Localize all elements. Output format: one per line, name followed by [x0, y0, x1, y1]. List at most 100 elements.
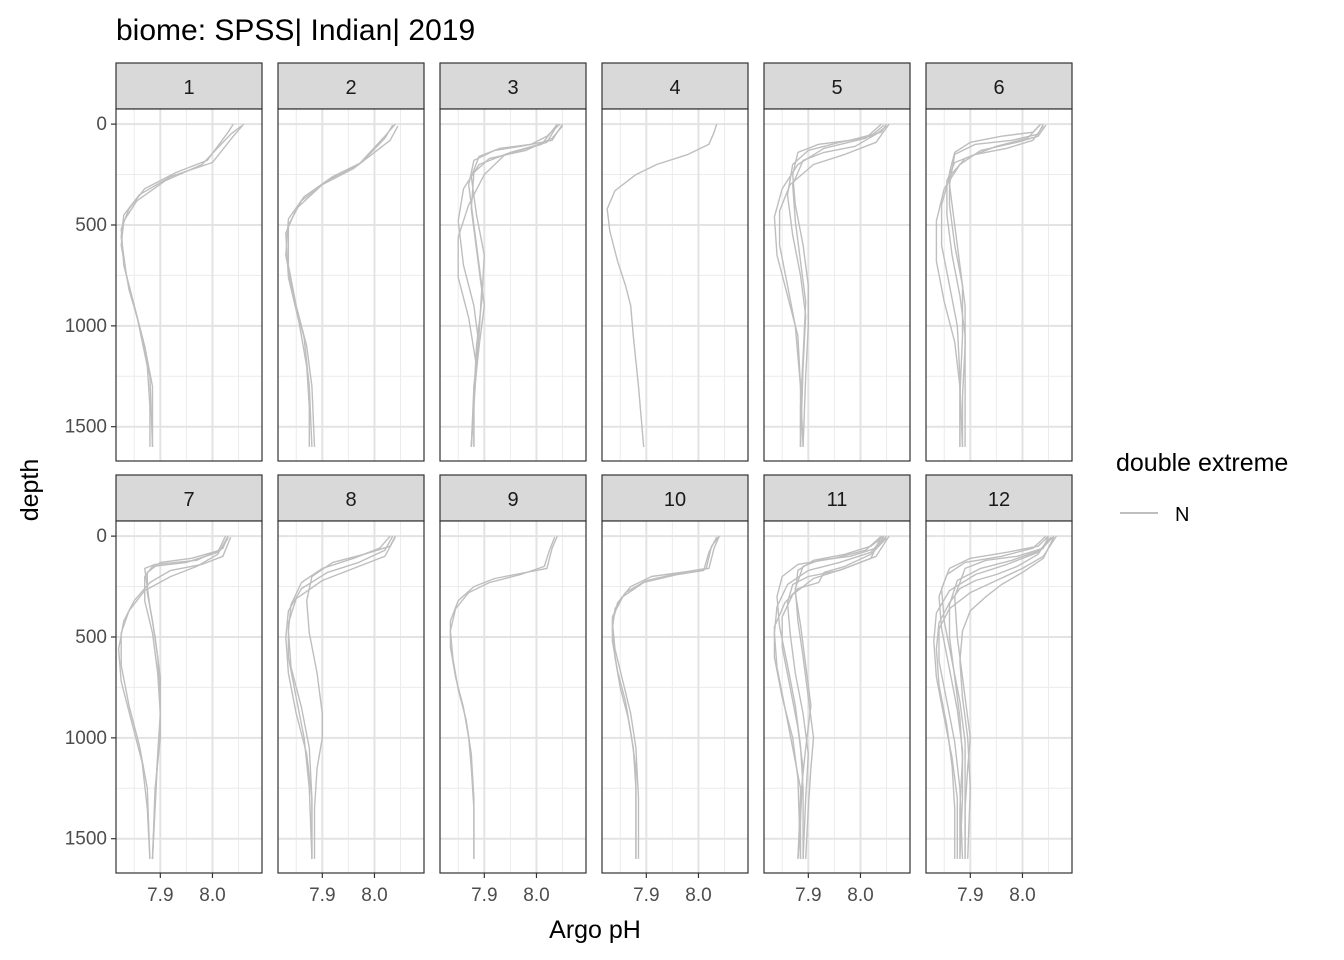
panel-border	[439, 108, 587, 462]
facet-strip-label: 10	[664, 489, 686, 511]
series-line	[287, 535, 391, 859]
facet-panel: 5	[763, 62, 911, 462]
series-line	[120, 125, 242, 447]
panel-border	[115, 520, 263, 874]
facet-strip-label: 11	[827, 489, 848, 511]
x-tick-label: 7.9	[795, 885, 821, 906]
y-tick-label: 0	[96, 114, 107, 135]
facet-strip	[925, 474, 1073, 522]
series-line	[287, 536, 396, 859]
series-line	[940, 123, 1042, 447]
axes: 0 500 1000 1500 0 500 1000 1500 7.9 8.0 7.9 8.0 7.9 8…	[65, 114, 1036, 906]
facet-panel: 8	[277, 474, 425, 874]
panel-border	[115, 108, 263, 462]
y-tick-label: 1500	[65, 417, 107, 438]
series-line	[120, 535, 229, 859]
series-line	[954, 535, 1050, 859]
x-tick-label: 8.0	[1009, 885, 1035, 906]
facet-strip-label: 7	[183, 489, 194, 511]
facet-panel: 2	[277, 62, 425, 462]
series-line	[457, 124, 558, 447]
panel-border	[925, 108, 1073, 462]
y-axis-label: depth	[16, 459, 44, 522]
series-line	[285, 535, 394, 859]
panel-background	[278, 521, 424, 873]
facet-strip	[439, 62, 587, 110]
facet-strip-label: 8	[345, 489, 356, 511]
legend-entry-label: N	[1175, 504, 1189, 526]
facet-strip-label: 6	[993, 77, 1004, 99]
facet-panel: 4	[601, 62, 749, 462]
panel-background	[278, 109, 424, 461]
series-line	[794, 535, 885, 859]
panel-background	[440, 109, 586, 461]
facet-panel: 10	[601, 474, 749, 874]
series-line	[773, 123, 882, 447]
series-line	[948, 123, 1042, 447]
panel-background	[116, 521, 262, 873]
facet-strip	[439, 474, 587, 522]
panel-border	[439, 520, 587, 874]
series-line	[786, 535, 882, 859]
panel-background	[926, 109, 1072, 461]
x-tick-label: 7.9	[633, 885, 659, 906]
facet-panel: 9	[439, 474, 587, 874]
x-tick-label: 7.9	[471, 885, 497, 906]
y-tick-label: 1000	[65, 316, 107, 337]
facet-strip	[601, 474, 749, 522]
x-tick-label: 7.9	[957, 885, 983, 906]
series-line	[959, 536, 1055, 859]
series-line	[792, 125, 887, 447]
panel-background	[440, 521, 586, 873]
y-tick-label: 500	[75, 215, 107, 236]
panel-border	[601, 520, 749, 874]
series-line	[933, 536, 1052, 859]
facet-panel: 12	[925, 474, 1073, 874]
panel-background	[116, 109, 262, 461]
x-tick-label: 7.9	[309, 885, 335, 906]
facet-strip-label: 1	[183, 77, 194, 99]
facet-panel: 3	[439, 62, 587, 462]
x-tick-label: 8.0	[523, 885, 549, 906]
series-line	[940, 535, 1049, 859]
series-line	[773, 537, 888, 859]
series-line	[285, 124, 394, 447]
x-tick-label: 8.0	[847, 885, 873, 906]
facet-panel: 1	[115, 62, 263, 462]
series-line	[776, 535, 882, 859]
facet-strip	[115, 474, 263, 522]
facet-strip	[115, 62, 263, 110]
facet-strip-label: 12	[988, 489, 1010, 511]
facet-strip-label: 2	[345, 77, 356, 99]
chart-title: biome: SPSS| Indian| 2019	[116, 14, 475, 47]
series-line	[606, 123, 718, 447]
panel-border	[763, 108, 911, 462]
y-tick-label: 1500	[65, 829, 107, 850]
facet-strip	[277, 474, 425, 522]
facet-strip	[763, 474, 911, 522]
series-line	[946, 125, 1044, 447]
y-tick-label: 500	[75, 627, 107, 648]
panel-border	[925, 520, 1073, 874]
panel-border	[601, 108, 749, 462]
panel-background	[764, 521, 910, 873]
facet-strip-label: 5	[831, 77, 842, 99]
y-tick-label: 0	[96, 526, 107, 547]
series-line	[773, 536, 885, 859]
legend: double extreme N	[1116, 449, 1288, 526]
x-tick-label: 8.0	[685, 885, 711, 906]
facet-strip-label: 9	[507, 489, 518, 511]
series-line	[611, 535, 720, 859]
legend-title: double extreme	[1116, 449, 1288, 477]
facet-panel: 7	[115, 474, 263, 874]
panel-background	[602, 109, 748, 461]
facet-strip-label: 3	[507, 77, 518, 99]
series-line	[778, 123, 890, 447]
panel-border	[763, 520, 911, 874]
facet-strip	[763, 62, 911, 110]
x-tick-label: 7.9	[147, 885, 173, 906]
panel-border	[277, 520, 425, 874]
series-line	[120, 123, 245, 447]
facet-strip	[277, 62, 425, 110]
